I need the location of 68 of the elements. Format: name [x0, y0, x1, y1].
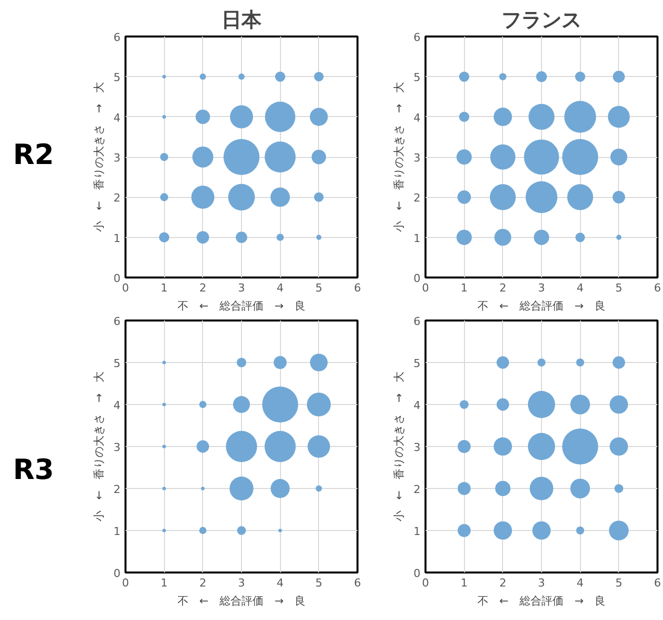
y-tick-label: 4 [114, 111, 120, 124]
x-tick-label: 2 [199, 282, 206, 294]
y-tick-label: 2 [414, 483, 420, 496]
y-tick-label: 2 [114, 483, 120, 496]
x-axis-title: 不 ← 総合評価 → 良 [177, 300, 306, 312]
y-tick-label: 5 [414, 71, 420, 84]
chart-title: 日本 [222, 8, 262, 32]
x-tick-label: 3 [238, 282, 245, 294]
y-tick-label: 0 [414, 272, 420, 285]
x-tick-label: 1 [160, 576, 168, 590]
x-tick-label: 0 [122, 576, 129, 590]
y-tick-label: 6 [114, 31, 120, 44]
y-tick-label: 0 [114, 567, 120, 580]
y-tick-label: 1 [114, 525, 120, 538]
y-axis-title: 小 ← 香りの大きさ → 大 [392, 82, 406, 232]
y-tick-label: 2 [414, 192, 420, 205]
x-tick-label: 6 [354, 576, 361, 590]
y-axis-title: 小 ← 香りの大きさ → 大 [392, 371, 406, 522]
y-tick-label: 3 [414, 152, 420, 164]
x-tick-label: 6 [654, 282, 661, 294]
y-tick-label: 5 [114, 357, 120, 370]
y-tick-label: 4 [114, 399, 120, 412]
x-tick-label: 2 [499, 576, 506, 590]
y-axis-title: 小 ← 香りの大きさ → 大 [92, 82, 106, 232]
y-tick-label: 1 [114, 232, 120, 245]
chart-title: フランス [502, 8, 582, 32]
y-tick-label: 6 [414, 31, 420, 44]
y-tick-label: 3 [114, 152, 120, 164]
x-tick-label: 2 [499, 282, 506, 294]
y-tick-label: 4 [414, 111, 420, 124]
x-tick-label: 3 [538, 576, 545, 590]
x-tick-label: 1 [460, 576, 468, 590]
x-tick-label: 4 [276, 576, 284, 590]
x-tick-label: 5 [615, 282, 622, 294]
y-tick-label: 5 [414, 357, 420, 370]
y-tick-label: 6 [414, 315, 420, 328]
x-tick-label: 6 [354, 282, 361, 294]
x-axis-title: 不 ← 総合評価 → 良 [477, 300, 606, 312]
x-tick-label: 5 [315, 576, 322, 590]
x-tick-label: 3 [538, 282, 545, 294]
y-tick-label: 0 [114, 272, 120, 285]
y-axis-title: 小 ← 香りの大きさ → 大 [92, 371, 106, 522]
x-tick-label: 4 [576, 576, 584, 590]
x-tick-label: 1 [460, 282, 468, 294]
x-tick-label: 1 [160, 282, 168, 294]
y-tick-label: 5 [114, 71, 120, 84]
x-tick-label: 4 [576, 282, 584, 294]
y-tick-label: 1 [414, 525, 420, 538]
x-tick-label: 4 [276, 282, 284, 294]
y-tick-label: 0 [414, 567, 420, 580]
x-tick-label: 0 [122, 282, 129, 294]
x-tick-label: 3 [238, 576, 245, 590]
x-tick-label: 5 [615, 576, 622, 590]
x-tick-label: 0 [422, 576, 429, 590]
text: R3 [13, 452, 54, 488]
x-axis-title: 不 ← 総合評価 → 良 [177, 594, 306, 608]
y-tick-label: 2 [114, 192, 120, 205]
x-tick-label: 0 [422, 282, 429, 294]
y-tick-label: 3 [414, 441, 420, 454]
x-tick-label: 2 [199, 576, 206, 590]
y-tick-label: 3 [114, 441, 120, 454]
x-tick-label: 5 [315, 282, 322, 294]
y-tick-label: 6 [114, 315, 120, 328]
y-tick-label: 4 [414, 399, 420, 412]
x-tick-label: 6 [654, 576, 661, 590]
x-axis-title: 不 ← 総合評価 → 良 [477, 594, 606, 608]
text: R2 [13, 137, 54, 173]
y-tick-label: 1 [414, 232, 420, 245]
